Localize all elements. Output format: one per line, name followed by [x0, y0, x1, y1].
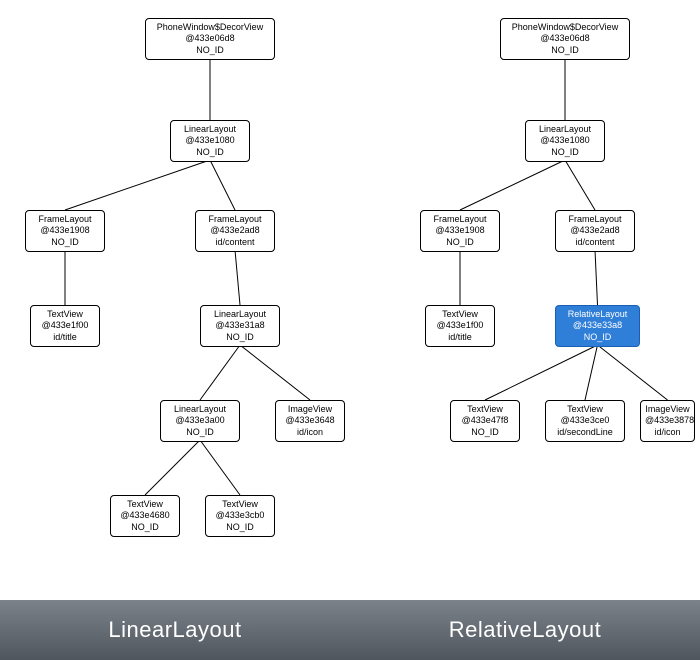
node-address: @433e1f00 [430, 320, 490, 331]
node-title: LinearLayout [165, 404, 235, 415]
node-id: NO_ID [560, 332, 635, 343]
node-id: NO_ID [115, 522, 175, 533]
tree-node: ImageView@433e3878id/icon [640, 400, 695, 442]
node-address: @433e31a8 [205, 320, 275, 331]
node-id: id/secondLine [550, 427, 620, 438]
node-title: TextView [430, 309, 490, 320]
footer-left-label: LinearLayout [0, 617, 350, 643]
tree-edge [565, 160, 595, 210]
node-address: @433e2ad8 [200, 225, 270, 236]
node-address: @433e3cb0 [210, 510, 270, 521]
tree-node: LinearLayout@433e31a8NO_ID [200, 305, 280, 347]
node-title: LinearLayout [205, 309, 275, 320]
node-title: PhoneWindow$DecorView [150, 22, 270, 33]
tree-node: PhoneWindow$DecorView@433e06d8NO_ID [145, 18, 275, 60]
node-title: ImageView [280, 404, 340, 415]
tree-node: LinearLayout@433e3a00NO_ID [160, 400, 240, 442]
node-id: NO_ID [205, 332, 275, 343]
tree-node: LinearLayout@433e1080NO_ID [525, 120, 605, 162]
tree-edge [240, 345, 310, 400]
node-id: NO_ID [530, 147, 600, 158]
tree-node: TextView@433e47f8NO_ID [450, 400, 520, 442]
footer-bar: LinearLayout RelativeLayout [0, 600, 700, 660]
tree-edge [145, 440, 200, 495]
node-title: ImageView [645, 404, 690, 415]
node-id: NO_ID [150, 45, 270, 56]
node-id: NO_ID [505, 45, 625, 56]
node-address: @433e1080 [175, 135, 245, 146]
tree-node: TextView@433e4680NO_ID [110, 495, 180, 537]
node-title: FrameLayout [30, 214, 100, 225]
tree-node: TextView@433e3ce0id/secondLine [545, 400, 625, 442]
node-title: LinearLayout [175, 124, 245, 135]
tree-node: FrameLayout@433e2ad8id/content [555, 210, 635, 252]
node-address: @433e3648 [280, 415, 340, 426]
node-id: NO_ID [30, 237, 100, 248]
tree-edge [595, 250, 598, 305]
tree-node: FrameLayout@433e1908NO_ID [420, 210, 500, 252]
node-address: @433e1080 [530, 135, 600, 146]
node-address: @433e3ce0 [550, 415, 620, 426]
tree-node: TextView@433e3cb0NO_ID [205, 495, 275, 537]
node-id: NO_ID [455, 427, 515, 438]
node-address: @433e1908 [425, 225, 495, 236]
tree-node: FrameLayout@433e2ad8id/content [195, 210, 275, 252]
node-title: FrameLayout [200, 214, 270, 225]
tree-edge [65, 160, 210, 210]
tree-node: PhoneWindow$DecorView@433e06d8NO_ID [500, 18, 630, 60]
tree-edge [460, 160, 565, 210]
node-id: id/icon [645, 427, 690, 438]
tree-edge [598, 345, 668, 400]
tree-edge [200, 440, 240, 495]
footer-right-label: RelativeLayout [350, 617, 700, 643]
node-id: id/content [200, 237, 270, 248]
node-address: @433e2ad8 [560, 225, 630, 236]
node-id: id/icon [280, 427, 340, 438]
node-address: @433e06d8 [150, 33, 270, 44]
node-id: id/content [560, 237, 630, 248]
tree-node: LinearLayout@433e1080NO_ID [170, 120, 250, 162]
node-title: TextView [550, 404, 620, 415]
node-id: NO_ID [210, 522, 270, 533]
tree-node: TextView@433e1f00id/title [425, 305, 495, 347]
node-address: @433e06d8 [505, 33, 625, 44]
node-id: id/title [35, 332, 95, 343]
tree-edge [210, 160, 235, 210]
node-id: id/title [430, 332, 490, 343]
node-title: LinearLayout [530, 124, 600, 135]
node-title: TextView [210, 499, 270, 510]
node-title: TextView [115, 499, 175, 510]
node-address: @433e1908 [30, 225, 100, 236]
tree-node: FrameLayout@433e1908NO_ID [25, 210, 105, 252]
node-id: NO_ID [425, 237, 495, 248]
tree-node: RelativeLayout@433e33a8NO_ID [555, 305, 640, 347]
node-id: NO_ID [175, 147, 245, 158]
diagram-canvas: PhoneWindow$DecorView@433e06d8NO_IDLinea… [0, 0, 700, 660]
node-title: TextView [35, 309, 95, 320]
tree-edge [485, 345, 598, 400]
node-address: @433e4680 [115, 510, 175, 521]
tree-edge [585, 345, 598, 400]
node-title: TextView [455, 404, 515, 415]
node-id: NO_ID [165, 427, 235, 438]
node-address: @433e33a8 [560, 320, 635, 331]
node-title: RelativeLayout [560, 309, 635, 320]
node-address: @433e1f00 [35, 320, 95, 331]
node-address: @433e3a00 [165, 415, 235, 426]
tree-edge [235, 250, 240, 305]
node-title: PhoneWindow$DecorView [505, 22, 625, 33]
node-address: @433e47f8 [455, 415, 515, 426]
node-title: FrameLayout [425, 214, 495, 225]
tree-edge [200, 345, 240, 400]
tree-node: ImageView@433e3648id/icon [275, 400, 345, 442]
node-title: FrameLayout [560, 214, 630, 225]
node-address: @433e3878 [645, 415, 690, 426]
tree-node: TextView@433e1f00id/title [30, 305, 100, 347]
